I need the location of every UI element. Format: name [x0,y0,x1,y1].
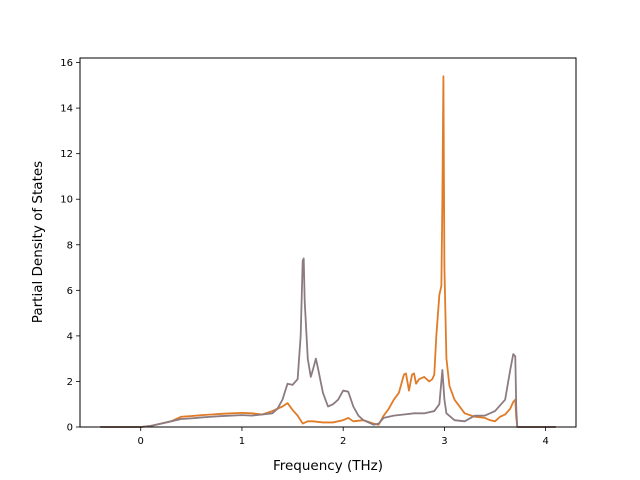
y-tick-label: 0 [67,423,73,434]
y-axis-ticks: 0 2 4 6 8 10 12 14 16 [60,58,80,434]
series-layer [100,75,556,428]
y-tick-label: 6 [67,286,73,297]
y-tick-label: 16 [60,58,73,69]
plot-frame [79,57,577,428]
y-tick-label: 14 [60,104,73,115]
series-line-1 [100,75,556,428]
x-tick-label: 2 [340,436,346,447]
x-tick-label: 1 [239,436,245,447]
x-tick-label: 4 [542,436,548,447]
plot-area [80,58,576,427]
x-tick-label: 0 [138,436,144,447]
x-axis-ticks: 0 1 2 3 4 [138,427,549,447]
y-tick-label: 2 [67,377,73,388]
y-tick-label: 10 [60,195,73,206]
y-tick-label: 12 [60,149,73,160]
y-tick-label: 8 [67,240,73,251]
y-tick-label: 4 [67,331,73,342]
y-axis-label: Partial Density of States [30,161,46,323]
series-line-2 [100,257,556,428]
x-axis-label: Frequency (THz) [273,458,383,474]
x-tick-label: 3 [441,436,447,447]
